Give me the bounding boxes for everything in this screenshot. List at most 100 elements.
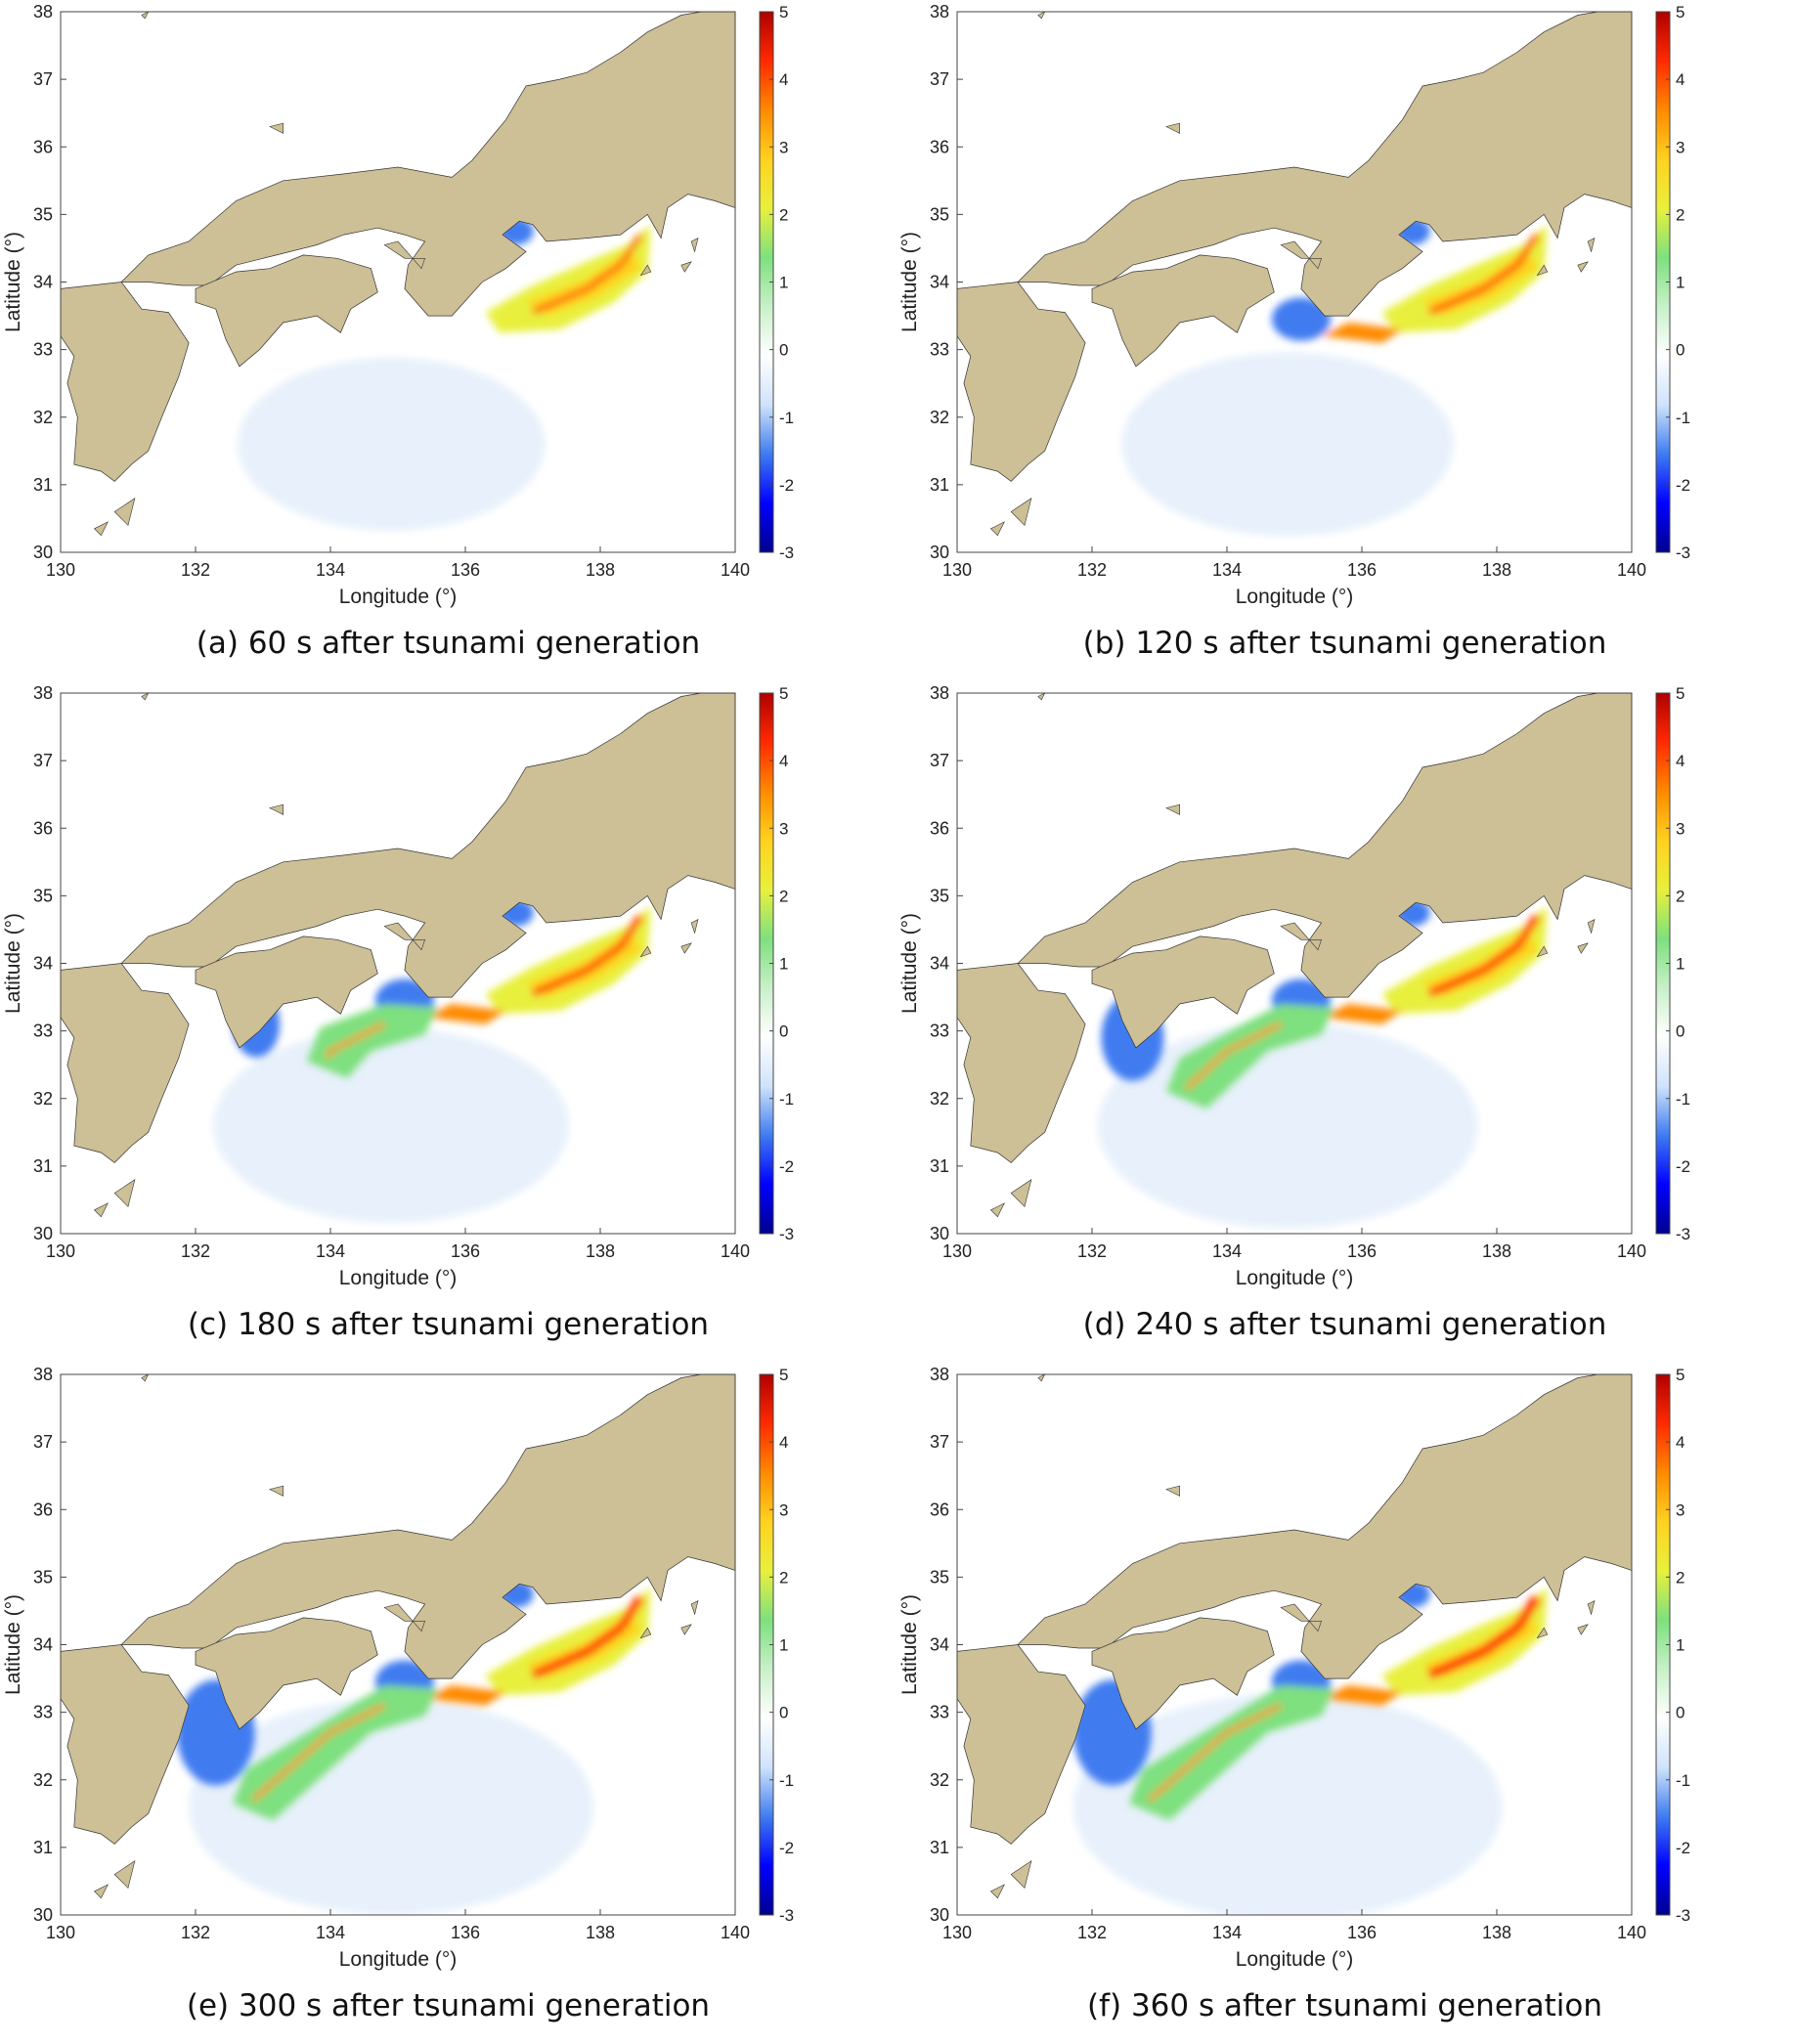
y-tick-label: 35: [33, 204, 53, 224]
caption-c: (c) 180 s after tsunami generation: [187, 1307, 710, 1342]
honshu-land: [120, 12, 735, 317]
far-field-disk: [212, 1027, 570, 1223]
y-tick-label: 34: [33, 1635, 53, 1655]
y-axis-label: Latitude (°): [2, 1594, 24, 1695]
y-tick-label: 35: [33, 886, 53, 905]
colorbar-tick-label: -3: [1676, 544, 1690, 562]
x-tick-label: 130: [46, 1241, 75, 1261]
land: [61, 1374, 735, 1899]
x-tick-label: 134: [316, 1923, 345, 1942]
x-tick-label: 134: [316, 1241, 345, 1261]
wave-lobe-kii: [1321, 323, 1403, 343]
island-land: [1536, 1627, 1549, 1639]
y-tick-label: 37: [33, 751, 53, 770]
island-land: [690, 238, 699, 253]
wave-crest-east: [531, 914, 644, 997]
y-tick-label: 32: [33, 408, 53, 427]
y-tick-label: 30: [33, 543, 53, 562]
y-tick-label: 31: [33, 1156, 53, 1176]
y-axis-label: Latitude (°): [898, 232, 921, 332]
wave-lobe-east: [485, 224, 651, 333]
y-tick-label: 31: [930, 1838, 949, 1857]
island-land: [93, 1202, 109, 1218]
island-land: [113, 1860, 136, 1889]
far-field: [1121, 352, 1454, 537]
colorbar-tick-label: 0: [779, 1704, 788, 1722]
y-tick-label: 35: [33, 1567, 53, 1587]
kyushu-land: [957, 1644, 1086, 1845]
caption-d: (d) 240 s after tsunami generation: [1082, 1307, 1607, 1342]
colorbar-tick-label: -2: [779, 476, 794, 495]
colorbar-tick-label: 3: [779, 138, 788, 156]
x-tick-label: 134: [316, 560, 345, 580]
x-axis-label: Longitude (°): [339, 586, 457, 608]
land: [957, 1374, 1632, 1899]
colorbar-tick-label: 1: [779, 274, 788, 292]
island-land: [1010, 1860, 1032, 1889]
honshu-land: [1017, 1374, 1632, 1679]
colorbar-tick-label: 4: [779, 70, 788, 89]
x-tick-label: 140: [721, 560, 750, 580]
wave-crest-west: [250, 1703, 386, 1803]
y-tick-label: 38: [33, 1365, 53, 1384]
island-land: [989, 521, 1005, 537]
wave-crest-east: [531, 1594, 645, 1679]
colorbar-tick-label: 0: [1676, 341, 1684, 360]
colorbar-tick-label: 5: [779, 3, 788, 22]
island-land: [141, 12, 150, 20]
colorbar-tick-label: 3: [1676, 1500, 1684, 1519]
wave-lobe-west: [1128, 1685, 1335, 1821]
map-area: [957, 693, 1632, 1234]
map-area: [61, 693, 735, 1234]
wave-crest-west: [1184, 1022, 1283, 1091]
y-axis-label: Latitude (°): [898, 1594, 921, 1695]
colorbar-tick-label: 5: [779, 684, 788, 703]
island-land: [269, 1485, 284, 1497]
y-tick-label: 32: [930, 408, 949, 427]
panel-a: 130 132 134 136 138 140 30 31 32 33 34 35 36 37 38 Long…: [0, 0, 896, 681]
x-axis-label: Longitude (°): [1236, 1267, 1353, 1289]
island-land: [639, 945, 652, 958]
colorbar-tick-label: -3: [779, 544, 794, 562]
island-land: [1577, 261, 1589, 273]
land: [957, 693, 1632, 1218]
panel-c: 130 132 134 136 138 140 30 31 32 33 34 35 36 37 38 Long…: [0, 681, 896, 1363]
honshu-land: [1017, 693, 1632, 998]
x-tick-label: 136: [1347, 1923, 1377, 1942]
shikoku-land: [195, 1617, 378, 1730]
colorbar-tick-label: 1: [1676, 1636, 1684, 1655]
y-tick-label: 37: [33, 69, 53, 89]
colorbar-tick-label: 0: [779, 1022, 788, 1041]
island-land: [269, 122, 284, 134]
far-field-disk: [237, 357, 546, 531]
x-axis-label: Longitude (°): [1236, 586, 1353, 608]
y-tick-label: 32: [33, 1089, 53, 1109]
island-land: [1010, 1179, 1032, 1207]
kyushu-land: [61, 963, 190, 1163]
wave-lobe-east: [485, 1587, 651, 1696]
colorbar-tick-label: 2: [779, 205, 788, 224]
y-tick-label: 35: [930, 886, 949, 905]
x-axis-label: Longitude (°): [1236, 1948, 1353, 1971]
x-tick-label: 140: [721, 1923, 750, 1942]
colorbar-tick-label: 2: [779, 887, 788, 905]
caption-b: (b) 120 s after tsunami generation: [1082, 626, 1607, 661]
colorbar-tick-label: -3: [779, 1906, 794, 1925]
kyushu-land: [61, 282, 190, 482]
wave-lobe-west: [306, 1004, 439, 1078]
wave-lobe-kii: [1321, 1004, 1403, 1024]
honshu-land: [120, 693, 735, 998]
y-tick-label: 36: [930, 137, 949, 156]
y-tick-label: 38: [930, 1365, 949, 1384]
y-tick-label: 36: [33, 1500, 53, 1519]
kyushu-land: [61, 1644, 190, 1845]
map-area: [957, 12, 1632, 552]
y-tick-label: 33: [930, 1703, 949, 1722]
x-tick-label: 136: [1347, 560, 1377, 580]
y-tick-label: 30: [930, 543, 949, 562]
island-land: [989, 1884, 1005, 1899]
y-tick-label: 31: [33, 475, 53, 495]
island-land: [1165, 122, 1181, 134]
wave-lobe-east: [485, 905, 651, 1015]
